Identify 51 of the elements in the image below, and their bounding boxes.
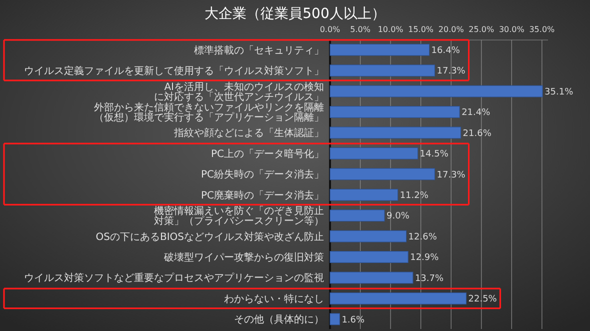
y-tick-label: ウイルス定義ファイルを更新して使用する「ウイルス対策ソフト」 <box>24 65 324 78</box>
x-tick-label: 15.0% <box>408 25 434 34</box>
y-tick-label: OSの下にあるBIOSなどウイルス対策や改ざん防止 <box>96 230 324 243</box>
x-tick-label: 10.0% <box>378 25 404 34</box>
y-tick-label: その他（具体的に） <box>234 314 324 326</box>
y-tick-label: わからない・特になし <box>224 292 324 305</box>
data-label: 12.6% <box>408 232 438 242</box>
data-label: 21.4% <box>462 108 491 118</box>
bar <box>330 230 407 242</box>
data-label: 13.7% <box>414 274 444 284</box>
y-tick-label: 破壊型ワイパー攻撃からの復旧対策 <box>163 252 324 264</box>
x-tick-label: 20.0% <box>438 25 464 34</box>
bar <box>330 147 418 160</box>
chart-title: 大企業（従業員500人以上） <box>204 6 386 22</box>
y-tick-label: PC上の「データ暗号化」 <box>210 148 324 160</box>
bar <box>330 210 385 222</box>
y-tick-label: 機密情報漏えいを防ぐ「のぞき見防止対策」（プライバシースクリーン等） <box>154 205 324 228</box>
data-label: 17.3% <box>436 66 466 77</box>
data-label: 11.2% <box>400 191 429 202</box>
bar <box>330 168 436 180</box>
y-tick-label: 標準搭載の「セキュリティ」 <box>194 44 324 56</box>
data-label: 1.6% <box>342 315 365 326</box>
y-tick-label: AIを活用し、未知のウイルスの検知に対応する「次世代アンチウイルス」 <box>154 80 324 103</box>
bar <box>330 44 430 56</box>
bar <box>330 188 398 201</box>
data-label: 12.9% <box>410 253 440 264</box>
bar <box>330 64 436 77</box>
bar <box>330 272 414 284</box>
x-tick-label: 30.0% <box>498 25 525 34</box>
data-label: 21.6% <box>462 128 492 139</box>
x-tick-label: 25.0% <box>468 25 494 34</box>
data-label: 9.0% <box>386 212 410 222</box>
data-label: 17.3% <box>436 170 466 180</box>
data-label: 16.4% <box>431 46 460 56</box>
data-label: 22.5% <box>468 294 498 305</box>
y-tick-label: PC廃棄時の「データ消去」 <box>200 189 324 202</box>
x-tick-label: 5.0% <box>350 25 371 34</box>
y-tick-label: ウイルス対策ソフトなど重要なプロセスやアプリケーションの監視 <box>24 272 324 284</box>
bar <box>330 85 543 98</box>
data-label: 35.1% <box>544 87 574 98</box>
bar <box>330 106 460 118</box>
x-tick-label: 35.0% <box>529 25 556 34</box>
bar <box>330 292 467 304</box>
x-tick-label: 0.0% <box>320 25 341 34</box>
bar <box>330 251 408 264</box>
y-tick-label: 外部から来た信頼できないファイルやリンクを隔離（仮想）環境で実行する「アプリケーション隔離」 <box>94 101 324 124</box>
data-label: 14.5% <box>420 150 449 160</box>
y-tick-label: 指紋や顔などによる「生体認証」 <box>173 127 324 140</box>
bar <box>330 126 462 139</box>
y-tick-label: PC紛失時の「データ消去」 <box>200 168 324 181</box>
bar <box>330 313 340 326</box>
